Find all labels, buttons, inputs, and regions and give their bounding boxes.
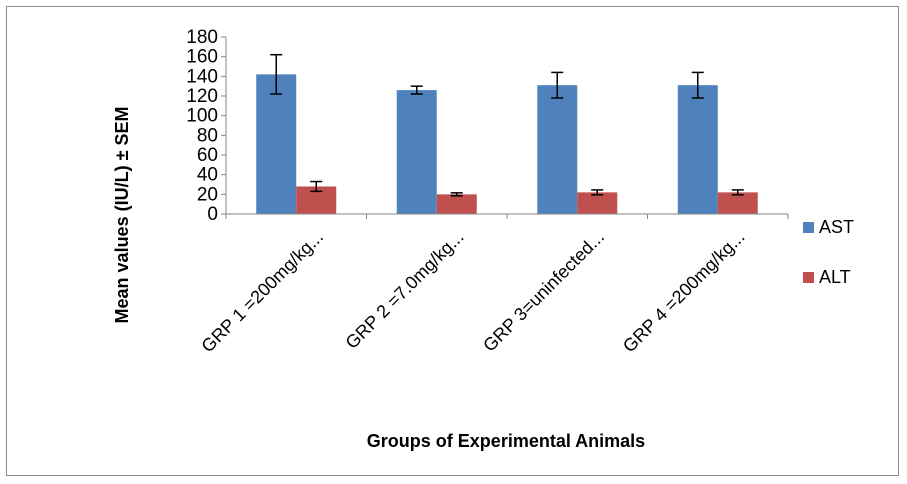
legend-swatch-alt [803, 272, 814, 283]
axes [225, 37, 789, 219]
y-axis-title: Mean values (IU/L) ± SEM [112, 107, 132, 324]
bar-ast [537, 85, 578, 214]
legend-label-alt: ALT [819, 267, 851, 287]
y-tick-label: 160 [186, 47, 218, 68]
bar-alt [436, 194, 477, 214]
y-tick-label: 20 [197, 184, 218, 205]
y-tick-label: 180 [186, 27, 218, 48]
x-category-label: GRP 4 =200mg/kg... [619, 227, 749, 357]
x-axis-labels: GRP 1 =200mg/kg... GRP 2 =7.0mg/kg... GRP … [197, 227, 748, 357]
y-tick-label: 40 [197, 165, 218, 186]
x-category-label: GRP 2 =7.0mg/kg... [342, 227, 468, 353]
y-tick-label: 60 [197, 145, 218, 166]
legend: AST ALT [803, 217, 854, 287]
bar-alt [577, 192, 618, 214]
y-tick-label: 140 [186, 66, 218, 87]
bar-ast [396, 90, 437, 214]
bar-alt [717, 192, 758, 214]
y-tick-label: 100 [186, 106, 218, 127]
x-category-label: GRP 1 =200mg/kg... [197, 227, 327, 357]
legend-label-ast: AST [819, 217, 854, 237]
bars [256, 53, 758, 214]
bar-ast [677, 85, 718, 214]
chart-frame [6, 6, 899, 476]
bar-ast [256, 74, 297, 214]
y-tick-label: 120 [186, 86, 218, 107]
legend-swatch-ast [803, 222, 814, 233]
x-axis-title: Groups of Experimental Animals [367, 431, 645, 451]
y-tick-label: 80 [197, 125, 218, 146]
x-category-label: GRP 3=uninfected... [479, 227, 608, 356]
y-tick-label: 0 [207, 204, 218, 225]
